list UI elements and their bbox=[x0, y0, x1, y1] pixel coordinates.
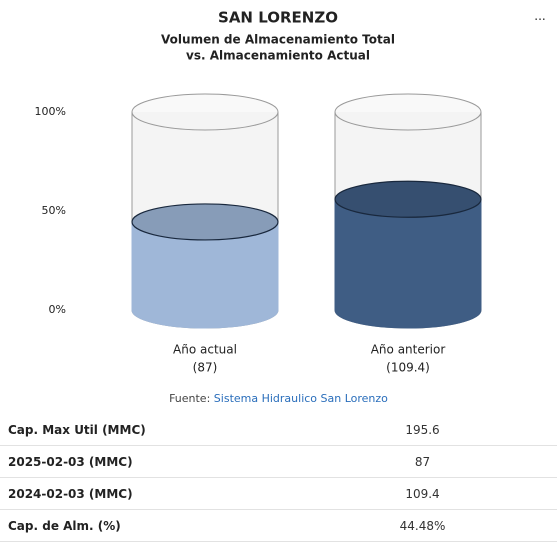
value-label: (87) bbox=[193, 361, 218, 375]
liquid bbox=[334, 198, 482, 329]
table-row: 2025-02-03 (MMC) 87 bbox=[0, 445, 557, 478]
value-label: (109.4) bbox=[386, 361, 430, 375]
table-value: 109.4 bbox=[308, 477, 557, 510]
source-label: Fuente: bbox=[169, 392, 211, 405]
table-row: Cap. Max Util (MMC) 195.6 bbox=[0, 414, 557, 446]
table-key: Cap. de Alm. (%) bbox=[0, 509, 308, 542]
table-key: Cap. Max Util (MMC) bbox=[0, 414, 308, 446]
table-row: Cap. de Alm. (%) 44.48% bbox=[0, 509, 557, 542]
y-tick-label: 100% bbox=[35, 105, 66, 118]
chart-subtitle: vs. Almacenamiento Actual bbox=[186, 49, 370, 63]
liquid-surface bbox=[334, 180, 482, 218]
table-value: 195.6 bbox=[308, 414, 557, 446]
liquid-surface bbox=[131, 203, 279, 241]
liquid bbox=[131, 221, 279, 329]
source-link[interactable]: Sistema Hidraulico San Lorenzo bbox=[213, 392, 388, 405]
summary-table: Cap. Max Util (MMC) 195.6 2025-02-03 (MMC)… bbox=[0, 414, 557, 542]
chart: SAN LORENZO Volumen de Almacenamiento To… bbox=[35, 9, 546, 375]
table-value: 44.48% bbox=[308, 509, 557, 542]
menu-icon[interactable]: ··· bbox=[534, 13, 545, 27]
table-row: 2024-02-03 (MMC) 109.4 bbox=[0, 477, 557, 510]
table-value: 87 bbox=[308, 445, 557, 478]
chart-subtitle: Volumen de Almacenamiento Total bbox=[161, 33, 395, 47]
table-key: 2024-02-03 (MMC) bbox=[0, 477, 308, 510]
x-tick-label: Año actual bbox=[173, 343, 237, 357]
x-tick-label: Año anterior bbox=[371, 343, 446, 357]
cylinder-rim bbox=[131, 93, 279, 131]
y-tick-label: 50% bbox=[42, 204, 66, 217]
table-key: 2025-02-03 (MMC) bbox=[0, 445, 308, 478]
source-line: Fuente: Sistema Hidraulico San Lorenzo bbox=[0, 392, 557, 414]
y-tick-label: 0% bbox=[49, 303, 66, 316]
cylinder-rim bbox=[334, 93, 482, 131]
chart-title: SAN LORENZO bbox=[218, 9, 338, 27]
